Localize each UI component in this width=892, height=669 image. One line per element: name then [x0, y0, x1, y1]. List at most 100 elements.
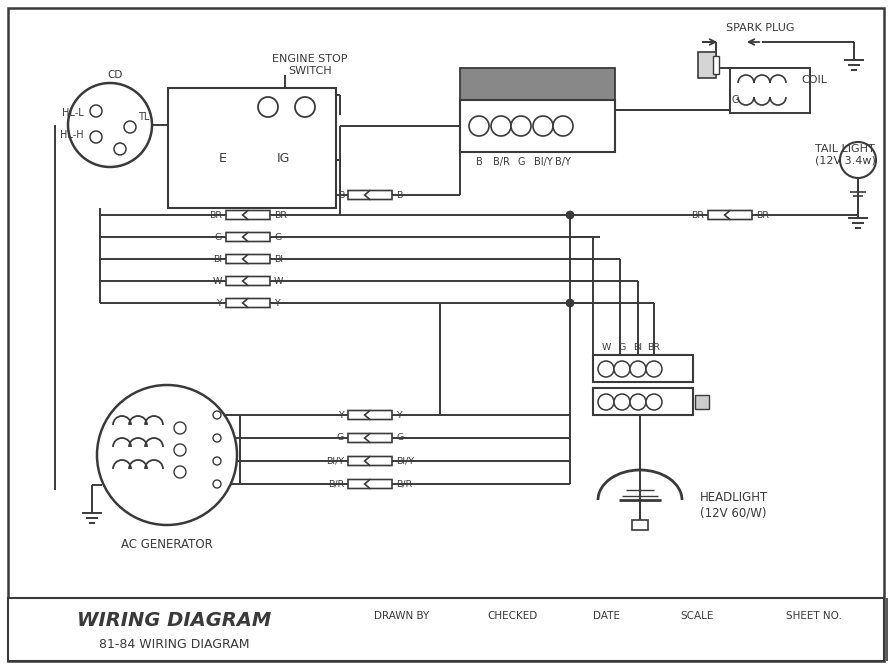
Polygon shape — [226, 233, 253, 242]
Bar — [713, 56, 719, 74]
Circle shape — [566, 300, 574, 306]
Text: BR: BR — [648, 343, 660, 351]
Text: G: G — [731, 95, 739, 105]
Text: W: W — [274, 276, 284, 286]
Circle shape — [97, 385, 237, 525]
Text: BR: BR — [691, 211, 704, 219]
Text: W: W — [212, 276, 222, 286]
Bar — [698, 52, 716, 78]
Circle shape — [295, 97, 315, 117]
Circle shape — [491, 116, 511, 136]
Text: G: G — [517, 157, 524, 167]
Circle shape — [213, 411, 221, 419]
Circle shape — [598, 394, 614, 410]
Polygon shape — [243, 233, 270, 242]
Circle shape — [646, 361, 662, 377]
Circle shape — [646, 394, 662, 410]
Text: Y: Y — [216, 298, 222, 308]
Polygon shape — [243, 298, 270, 308]
Text: B: B — [338, 191, 344, 199]
Text: Y: Y — [274, 298, 280, 308]
Bar — [593, 355, 693, 382]
Text: G: G — [337, 434, 344, 442]
Polygon shape — [243, 276, 270, 286]
Polygon shape — [243, 211, 270, 219]
Text: BR: BR — [274, 211, 287, 219]
Bar — [460, 68, 615, 100]
Text: HL-L: HL-L — [62, 108, 84, 118]
Polygon shape — [348, 456, 376, 466]
Text: CD: CD — [107, 70, 123, 80]
Circle shape — [598, 361, 614, 377]
Bar — [8, 598, 884, 661]
Bar — [632, 520, 648, 530]
Circle shape — [614, 361, 630, 377]
Text: Y: Y — [396, 411, 401, 419]
Text: Y: Y — [338, 411, 344, 419]
Circle shape — [124, 121, 136, 133]
Text: TL: TL — [138, 112, 149, 122]
Text: HEADLIGHT
(12V 60/W): HEADLIGHT (12V 60/W) — [700, 491, 768, 519]
Text: AC GENERATOR: AC GENERATOR — [121, 539, 213, 551]
Text: ENGINE STOP
SWITCH: ENGINE STOP SWITCH — [272, 54, 348, 76]
Polygon shape — [348, 411, 376, 419]
Polygon shape — [365, 411, 392, 419]
Circle shape — [553, 116, 573, 136]
Circle shape — [213, 434, 221, 442]
Circle shape — [68, 83, 152, 167]
Polygon shape — [365, 480, 392, 488]
Polygon shape — [365, 434, 392, 442]
Bar — [695, 395, 709, 409]
Text: SPARK PLUG: SPARK PLUG — [726, 23, 794, 33]
Circle shape — [90, 105, 102, 117]
Text: BI/Y: BI/Y — [396, 456, 414, 466]
Circle shape — [469, 116, 489, 136]
Text: COIL: COIL — [801, 75, 827, 85]
Text: G: G — [274, 233, 281, 242]
Circle shape — [630, 394, 646, 410]
Circle shape — [533, 116, 553, 136]
Text: B/R: B/R — [327, 480, 344, 488]
Text: SCALE: SCALE — [681, 611, 714, 621]
Text: CHECKED: CHECKED — [488, 611, 538, 621]
Circle shape — [630, 361, 646, 377]
Text: BI: BI — [633, 343, 642, 351]
Polygon shape — [365, 191, 392, 199]
Circle shape — [258, 97, 278, 117]
Text: G: G — [396, 434, 403, 442]
Circle shape — [511, 116, 531, 136]
Text: W: W — [601, 343, 611, 351]
Text: SHEET NO.: SHEET NO. — [786, 611, 842, 621]
Circle shape — [90, 131, 102, 143]
Text: B: B — [475, 157, 483, 167]
Text: HL-H: HL-H — [61, 130, 84, 140]
Polygon shape — [724, 211, 752, 219]
Text: DATE: DATE — [593, 611, 621, 621]
Text: B: B — [396, 191, 402, 199]
Text: IG: IG — [277, 151, 290, 165]
Polygon shape — [365, 456, 392, 466]
Bar — [593, 388, 693, 415]
Polygon shape — [348, 191, 376, 199]
Polygon shape — [226, 254, 253, 264]
Text: TAIL LIGHT
(12V 3.4w): TAIL LIGHT (12V 3.4w) — [815, 145, 876, 166]
Circle shape — [566, 211, 574, 219]
Bar — [460, 100, 615, 152]
Bar — [168, 88, 336, 208]
Text: G: G — [618, 343, 625, 351]
Polygon shape — [226, 276, 253, 286]
Circle shape — [614, 394, 630, 410]
Polygon shape — [243, 254, 270, 264]
Text: B/R: B/R — [396, 480, 412, 488]
Circle shape — [566, 300, 574, 306]
Circle shape — [213, 480, 221, 488]
Circle shape — [566, 211, 574, 219]
Text: B/Y: B/Y — [555, 157, 571, 167]
Text: E: E — [219, 151, 227, 165]
Circle shape — [840, 142, 876, 178]
Text: BR: BR — [209, 211, 222, 219]
Text: 81-84 WIRING DIAGRAM: 81-84 WIRING DIAGRAM — [99, 638, 249, 652]
Text: BR: BR — [756, 211, 769, 219]
Polygon shape — [708, 211, 735, 219]
Text: DRAWN BY: DRAWN BY — [375, 611, 430, 621]
